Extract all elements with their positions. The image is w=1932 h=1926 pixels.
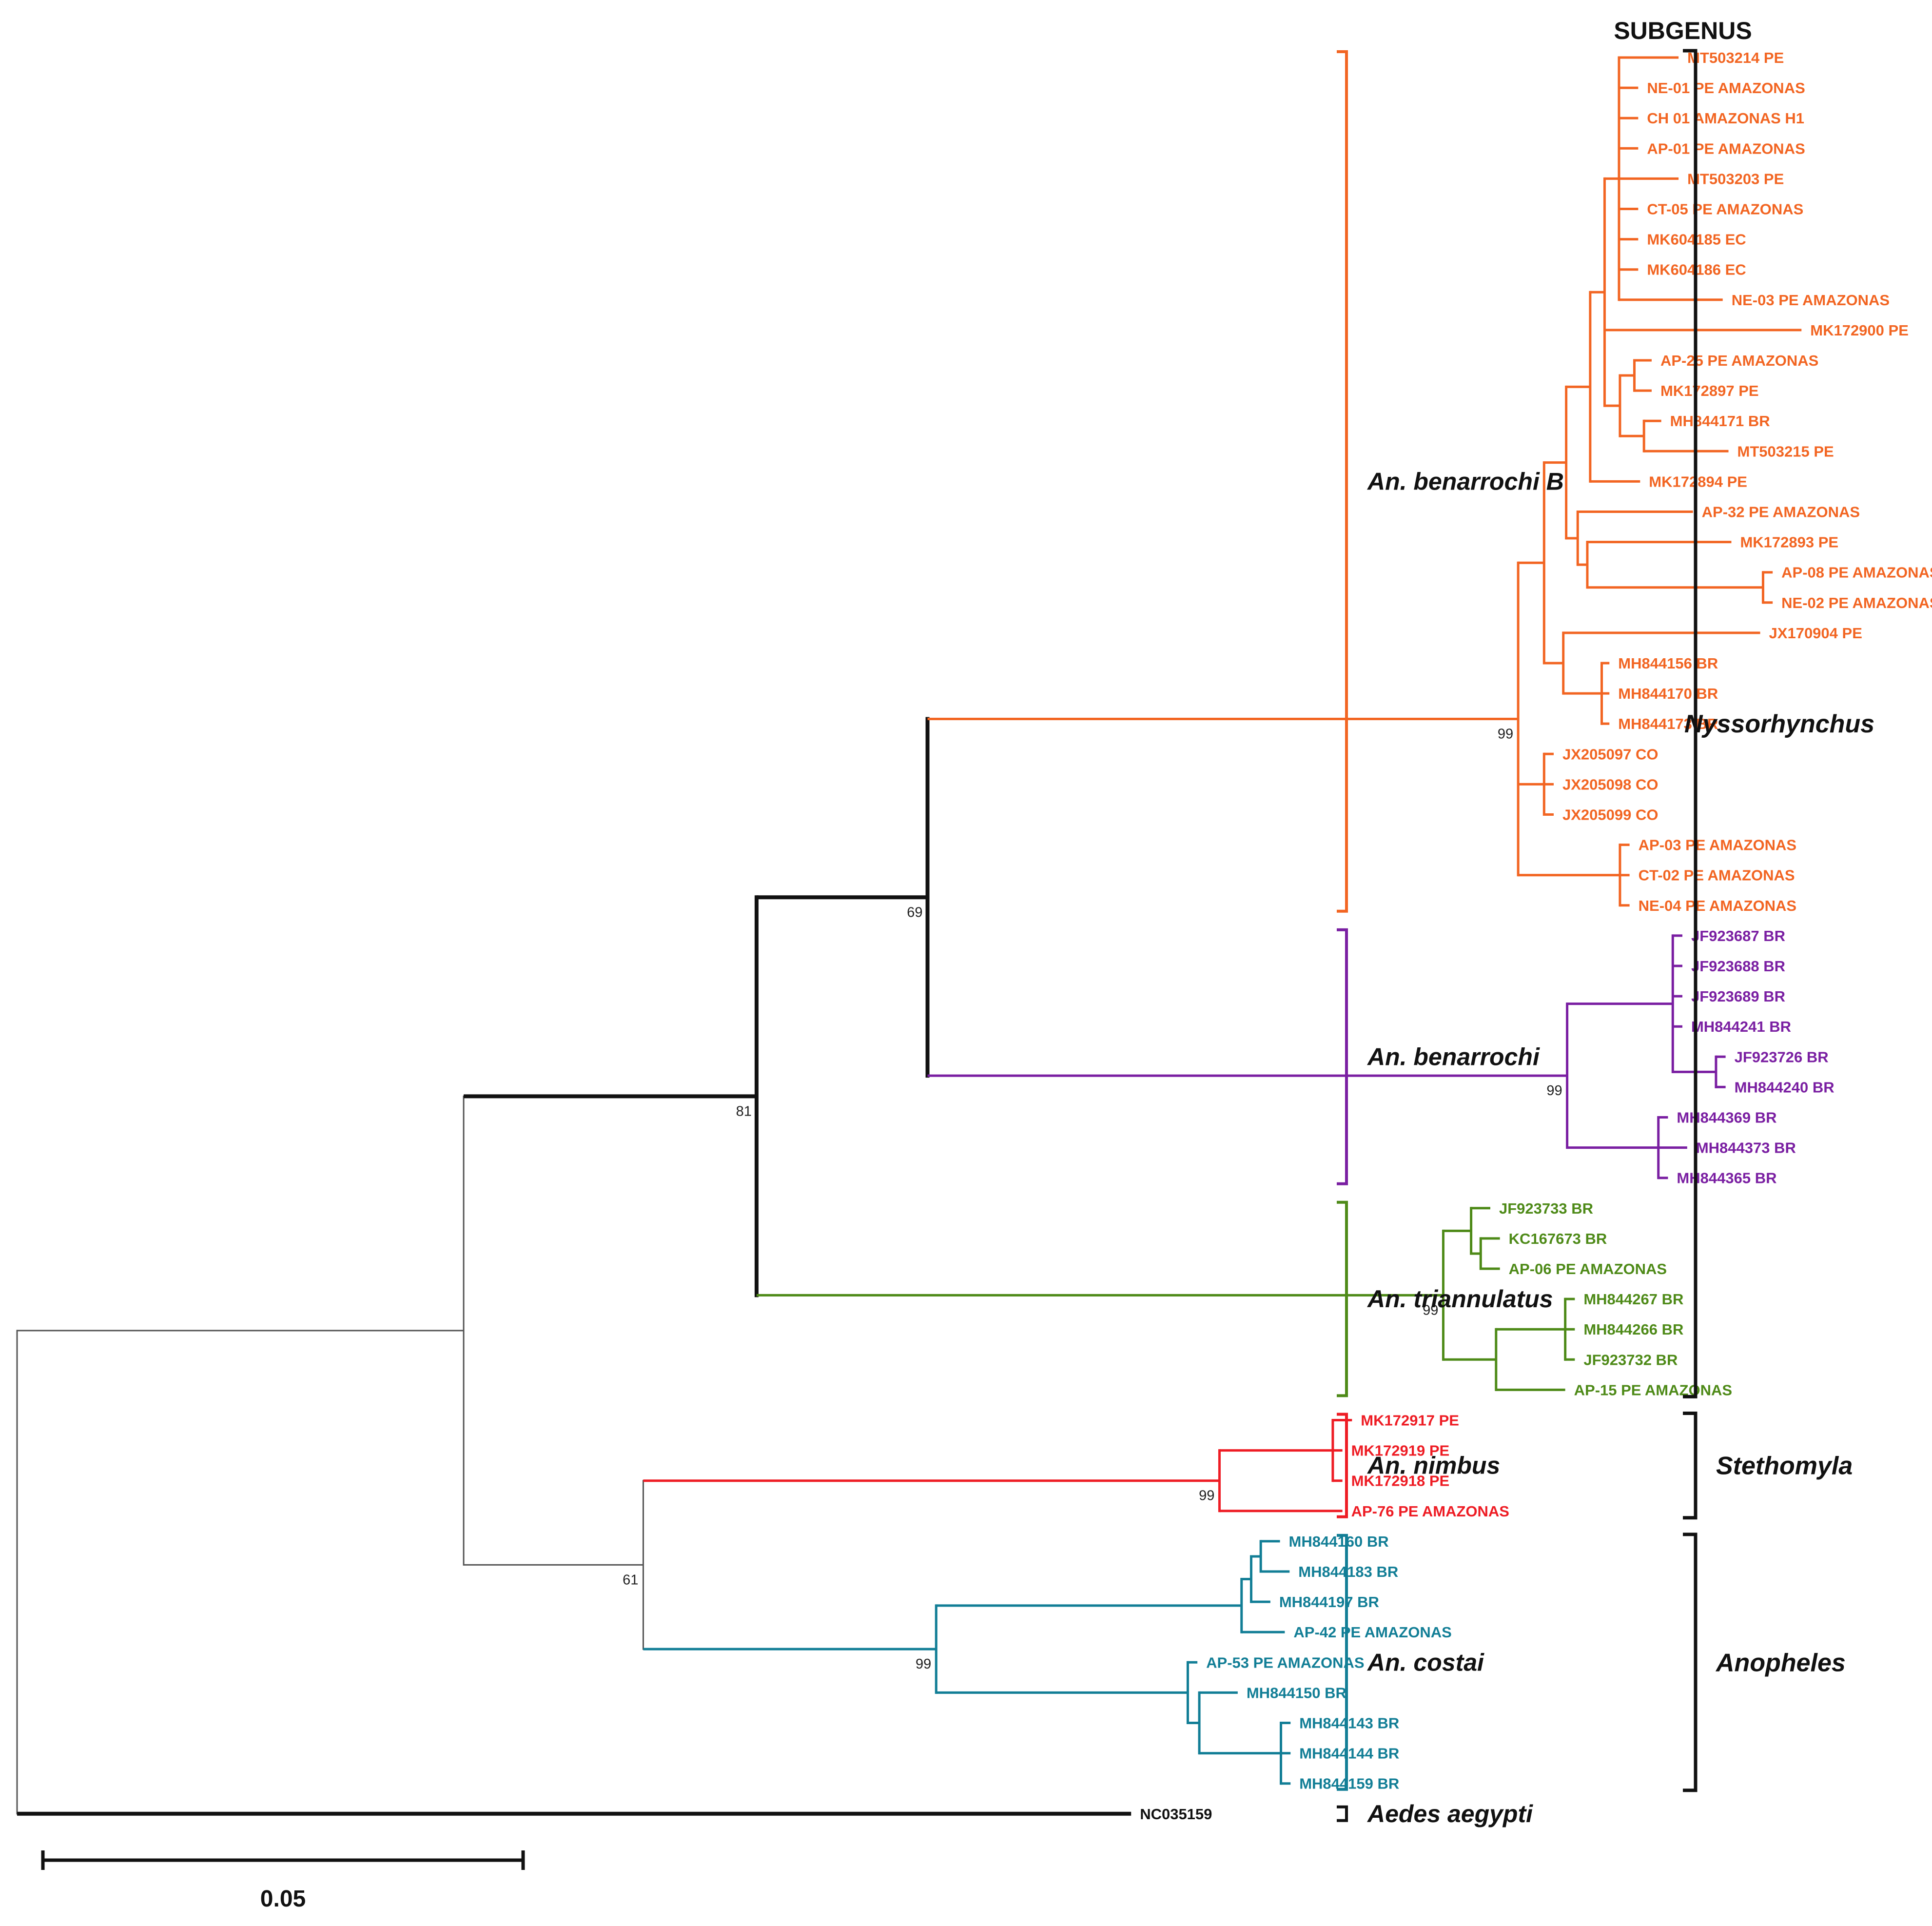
- bootstrap-benarrochi: 99: [1546, 1083, 1562, 1099]
- leaf-label-nc035159: NC035159: [1140, 1806, 1212, 1823]
- leaf-label-mh844241-br: MH844241 BR: [1691, 1018, 1791, 1035]
- leaf-label-mh844369-br: MH844369 BR: [1677, 1109, 1776, 1126]
- bootstrap-nimbusCostai: 61: [623, 1572, 638, 1588]
- leaf-label-jf923732-br: JF923732 BR: [1583, 1351, 1678, 1368]
- leaf-label-ap-53-pe-amazonas: AP-53 PE AMAZONAS: [1206, 1654, 1364, 1671]
- bootstrap-costai: 99: [916, 1656, 931, 1672]
- leaf-label-jx170904-pe: JX170904 PE: [1769, 625, 1862, 642]
- leaf-label-jf923688-br: JF923688 BR: [1691, 958, 1785, 975]
- scale-bar: 0.05: [41, 1850, 525, 1912]
- species-label-triannulatus: An. triannulatus: [1366, 1285, 1553, 1313]
- species-label-outgroup: Aedes aegypti: [1366, 1800, 1533, 1828]
- leaf-label-mh844156-br: MH844156 BR: [1618, 655, 1718, 672]
- leaf-label-ap-42-pe-amazonas: AP-42 PE AMAZONAS: [1293, 1624, 1451, 1641]
- species-label-benarrochi: An. benarrochi: [1366, 1043, 1540, 1070]
- leaf-label-ne-01-pe-amazonas: NE-01 PE AMAZONAS: [1647, 79, 1805, 97]
- leaf-label-mh844266-br: MH844266 BR: [1583, 1321, 1683, 1338]
- leaf-label-ap-01-pe-amazonas: AP-01 PE AMAZONAS: [1647, 140, 1805, 157]
- bracket-costai: [1337, 1533, 1348, 1791]
- leaf-label-ap-08-pe-amazonas: AP-08 PE AMAZONAS: [1781, 564, 1932, 581]
- leaf-label-mh844373-br: MH844373 BR: [1696, 1140, 1796, 1157]
- leaf-label-mk172918-pe: MK172918 PE: [1351, 1473, 1450, 1490]
- bracket-triannulatus: [1337, 1200, 1348, 1397]
- bootstrap-labels: 81 69 99 99 99 61 99 99: [623, 726, 1562, 1672]
- species-label-nimbus: An. nimbus: [1366, 1452, 1500, 1479]
- leaf-label-mk172919-pe: MK172919 PE: [1351, 1442, 1450, 1459]
- leaf-label-ap-76-pe-amazonas: AP-76 PE AMAZONAS: [1351, 1503, 1509, 1520]
- leaf-label-kc167673-br: KC167673 BR: [1509, 1230, 1607, 1247]
- leaf-label-mh844183-br: MH844183 BR: [1298, 1563, 1398, 1580]
- leaf-label-mh844197-br: MH844197 BR: [1279, 1593, 1379, 1611]
- leaf-label-ap-15-pe-amazonas: AP-15 PE AMAZONAS: [1574, 1381, 1732, 1398]
- leaf-label-mh844150-br: MH844150 BR: [1247, 1684, 1347, 1701]
- leaf-label-ct-02-pe-amazonas: CT-02 PE AMAZONAS: [1639, 867, 1795, 884]
- bootstrap-nyssoInner: 69: [907, 904, 922, 920]
- leaf-label-mh844143-br: MH844143 BR: [1299, 1715, 1399, 1732]
- leaf-label-mk172900-pe: MK172900 PE: [1810, 322, 1909, 339]
- leaf-label-jf923726-br: JF923726 BR: [1735, 1048, 1829, 1065]
- leaf-label-jx205098-co: JX205098 CO: [1562, 776, 1658, 793]
- leaf-label-mh844173-br: MH844173 BR: [1618, 715, 1718, 732]
- leaf-label-jf923689-br: JF923689 BR: [1691, 988, 1785, 1005]
- leaf-label-ap-32-pe-amazonas: AP-32 PE AMAZONAS: [1702, 504, 1860, 521]
- leaf-label-jf923733-br: JF923733 BR: [1499, 1200, 1593, 1217]
- leaf-label-ap-06-pe-amazonas: AP-06 PE AMAZONAS: [1509, 1260, 1667, 1277]
- scale-bar-label: 0.05: [260, 1886, 306, 1912]
- species-label-costai: An. costai: [1366, 1649, 1484, 1676]
- leaf-label-ne-03-pe-amazonas: NE-03 PE AMAZONAS: [1732, 292, 1890, 309]
- clade-brackets: An. benarrochi B An. benarrochi An. triann…: [1337, 49, 1874, 1828]
- leaf-label-ap-25-pe-amazonas: AP-25 PE AMAZONAS: [1660, 352, 1818, 369]
- bootstrap-benarrochiB: 99: [1498, 726, 1513, 742]
- tree-branches: [16, 56, 1802, 1816]
- bracket-nimbus: [1337, 1413, 1348, 1518]
- species-label-benarrochiB: An. benarrochi B: [1366, 468, 1564, 495]
- leaf-label-mt503215-pe: MT503215 PE: [1737, 443, 1834, 460]
- leaf-label-mk172894-pe: MK172894 PE: [1649, 473, 1747, 490]
- leaf-label-mk172893-pe: MK172893 PE: [1740, 534, 1838, 551]
- bracket-benarrochiB: [1337, 50, 1348, 913]
- leaf-label-jx205099-co: JX205099 CO: [1562, 806, 1658, 824]
- leaf-labels: MT503214 PE NE-01 PE AMAZONAS CH 01 AMAZON…: [1140, 49, 1932, 1823]
- leaf-label-mh844159-br: MH844159 BR: [1299, 1775, 1399, 1792]
- leaf-label-mh844171-br: MH844171 BR: [1670, 413, 1770, 430]
- leaf-label-mh844144-br: MH844144 BR: [1299, 1745, 1399, 1762]
- leaf-label-mt503203-pe: MT503203 PE: [1687, 170, 1784, 187]
- leaf-label-mk172917-pe: MK172917 PE: [1361, 1412, 1459, 1429]
- leaf-label-mh844240-br: MH844240 BR: [1735, 1079, 1834, 1096]
- leaf-label-ap-03-pe-amazonas: AP-03 PE AMAZONAS: [1639, 837, 1796, 854]
- bracket-outgroup: [1337, 1805, 1348, 1822]
- leaf-label-jx205097-co: JX205097 CO: [1562, 746, 1658, 763]
- subgenus-label-nyssorhynchus: Nyssorhynchus: [1684, 710, 1874, 738]
- bracket-benarrochi: [1337, 928, 1348, 1185]
- bootstrap-triannulatus: 99: [1423, 1302, 1438, 1318]
- subgenus-label-stethomyla: Stethomyla: [1716, 1452, 1853, 1480]
- leaf-label-ne-04-pe-amazonas: NE-04 PE AMAZONAS: [1639, 897, 1796, 914]
- bootstrap-nimbus: 99: [1199, 1488, 1214, 1504]
- subgenus-bracket-anopheles: [1683, 1533, 1698, 1792]
- subgenus-header: SUBGENUS: [1614, 17, 1752, 44]
- subgenus-label-anopheles: Anopheles: [1715, 1649, 1846, 1677]
- leaf-label-mh844170-br: MH844170 BR: [1618, 685, 1718, 702]
- leaf-label-jf923687-br: JF923687 BR: [1691, 927, 1785, 944]
- subgenus-bracket-nyssorhynchus: [1683, 49, 1698, 1398]
- leaf-label-ct-05-pe-amazonas: CT-05 PE AMAZONAS: [1647, 201, 1803, 218]
- subgenus-bracket-stethomyla: [1683, 1412, 1698, 1520]
- leaf-label-mt503214-pe: MT503214 PE: [1687, 49, 1784, 66]
- leaf-label-mh844267-br: MH844267 BR: [1583, 1291, 1683, 1308]
- leaf-label-mk172897-pe: MK172897 PE: [1660, 382, 1759, 399]
- leaf-label-ch-01-amazonas-h1: CH 01 AMAZONAS H1: [1647, 110, 1804, 127]
- leaf-label-ne-02-pe-amazonas: NE-02 PE AMAZONAS: [1781, 594, 1932, 611]
- leaf-label-mh844365-br: MH844365 BR: [1677, 1170, 1776, 1187]
- bootstrap-nysso: 81: [736, 1103, 752, 1119]
